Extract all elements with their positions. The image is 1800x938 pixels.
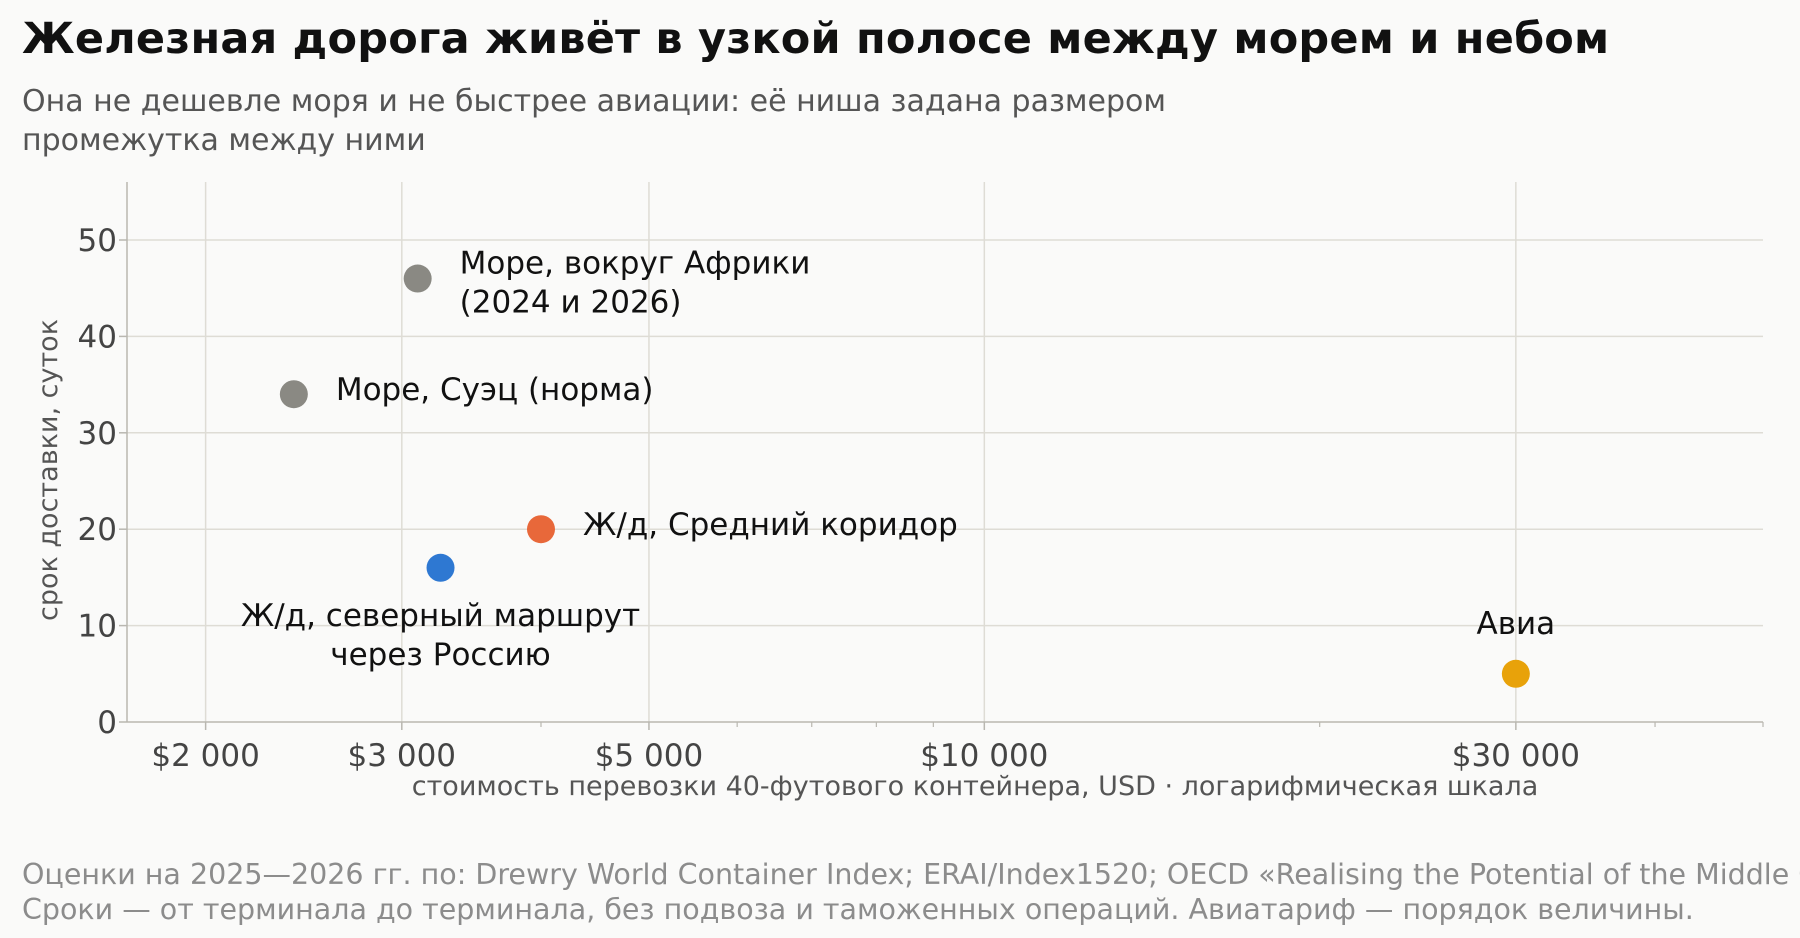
data-points — [279, 264, 1530, 688]
x-tick-label: $5 000 — [595, 738, 703, 774]
point-labels: Море, вокруг Африки (2024 и 2026) Море, Су… — [241, 246, 1555, 673]
data-point — [403, 264, 432, 293]
y-tick-label: 40 — [78, 319, 117, 355]
x-tick-label: $30 000 — [1452, 738, 1580, 774]
y-tick-label: 50 — [78, 223, 117, 259]
x-axis-label: стоимость перевозки 40-футового контейне… — [412, 771, 1539, 802]
y-tick-label: 10 — [78, 609, 117, 645]
point-label-line: (2024 и 2026) — [460, 285, 682, 321]
point-label: Море, вокруг Африки (2024 и 2026) — [460, 246, 811, 321]
source-note: Оценки на 2025—2026 гг. по: Drewry World… — [22, 857, 1800, 927]
source-line-2: Сроки — от терминала до терминала, без п… — [22, 893, 1694, 926]
axes — [119, 182, 1764, 730]
point-label: Авиа — [1477, 606, 1556, 642]
x-tick-label: $2 000 — [151, 738, 259, 774]
point-label: Море, Суэц (норма) — [336, 372, 654, 408]
grid-lines — [127, 182, 1763, 722]
data-point — [426, 553, 455, 582]
tick-labels: 0 10 20 30 40 50 $2 000 $3 000 $5 000 $10 000 $30 … — [78, 223, 1580, 774]
y-tick-label: 20 — [78, 512, 117, 548]
y-tick-label: 30 — [78, 416, 117, 452]
scatter-chart: 0 10 20 30 40 50 $2 000 $3 000 $5 000 $10 000 $30 … — [33, 182, 1764, 802]
x-tick-label: $10 000 — [920, 738, 1048, 774]
y-axis-label: срок доставки, суток — [33, 319, 64, 621]
point-label-line: Ж/д, северный маршрут — [241, 598, 640, 634]
chart-subtitle: Она не дешевле моря и не быстрее авиации… — [22, 84, 1167, 158]
point-label-line: Ж/д, Средний коридор — [583, 507, 958, 543]
source-line-1: Оценки на 2025—2026 гг. по: Drewry World… — [22, 858, 1800, 891]
chart-title: Железная дорога живёт в узкой полосе меж… — [22, 14, 1610, 64]
data-point — [526, 515, 555, 544]
y-tick-label: 0 — [97, 705, 117, 741]
point-label-line: Море, Суэц (норма) — [336, 372, 654, 408]
data-point — [279, 380, 308, 409]
point-label: Ж/д, северный маршрут через Россию — [241, 598, 640, 673]
data-point — [1501, 659, 1530, 688]
point-label-line: Авиа — [1477, 606, 1556, 642]
point-label-line: Море, вокруг Африки — [460, 246, 811, 282]
x-tick-label: $3 000 — [348, 738, 456, 774]
point-label-line: через Россию — [330, 637, 550, 673]
point-label: Ж/д, Средний коридор — [583, 507, 958, 543]
